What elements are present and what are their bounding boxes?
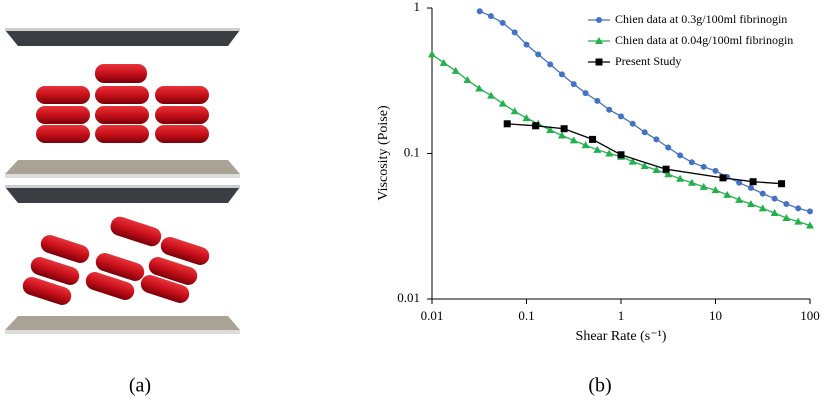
marker <box>688 159 695 166</box>
marker <box>617 151 625 159</box>
marker <box>498 99 507 107</box>
caption: (a) <box>129 375 151 397</box>
marker <box>641 129 648 136</box>
marker <box>719 174 727 182</box>
series-line <box>431 53 811 227</box>
marker <box>532 122 540 130</box>
marker <box>664 170 673 178</box>
y-tick-label: 0.1 <box>404 144 420 159</box>
x-tick-label: 0.01 <box>421 308 444 323</box>
marker <box>428 50 436 58</box>
marker <box>569 136 578 144</box>
marker <box>503 120 511 128</box>
marker <box>782 214 791 222</box>
marker <box>652 166 661 174</box>
marker <box>749 178 757 186</box>
marker <box>510 107 519 115</box>
marker <box>451 66 460 74</box>
marker <box>711 186 720 194</box>
marker <box>700 163 707 170</box>
marker <box>629 120 636 127</box>
marker <box>558 71 565 78</box>
marker <box>699 182 708 190</box>
x-tick-label: 0.1 <box>518 308 534 323</box>
x-tick-label: 10 <box>709 308 722 323</box>
marker <box>557 131 566 139</box>
marker <box>677 152 684 159</box>
marker <box>758 204 767 212</box>
marker <box>439 58 448 66</box>
legend-label: Present Study <box>615 54 681 68</box>
marker <box>746 199 755 207</box>
marker <box>712 167 719 174</box>
marker <box>794 217 803 225</box>
illustration <box>5 28 240 334</box>
marker <box>662 165 670 173</box>
marker <box>594 97 601 104</box>
marker <box>723 190 732 198</box>
y-axis-label: Viscosity (Poise) <box>376 105 391 201</box>
legend-label: Chien data at 0.3g/100ml fibrinogin <box>615 12 787 26</box>
marker <box>560 125 568 133</box>
marker <box>547 61 554 68</box>
marker <box>783 200 790 207</box>
legend-label: Chien data at 0.04g/100ml fibrinogin <box>615 33 793 47</box>
caption: (b) <box>588 375 611 397</box>
marker <box>595 58 603 66</box>
marker <box>628 157 637 165</box>
marker <box>570 81 577 88</box>
marker <box>511 29 518 36</box>
marker <box>582 90 589 97</box>
marker <box>735 195 744 203</box>
marker <box>806 221 814 229</box>
marker <box>596 17 602 23</box>
marker <box>736 179 743 186</box>
marker <box>499 19 506 26</box>
x-tick-label: 100 <box>800 308 820 323</box>
marker <box>747 184 754 191</box>
marker <box>618 113 624 120</box>
marker <box>759 190 766 197</box>
marker <box>487 13 494 20</box>
marker <box>653 136 660 143</box>
y-tick-label: 0.01 <box>397 290 420 305</box>
marker <box>676 174 685 182</box>
marker <box>595 37 603 44</box>
marker <box>807 208 813 215</box>
marker <box>475 84 484 92</box>
marker <box>522 114 531 122</box>
x-tick-label: 1 <box>618 308 625 323</box>
marker <box>523 41 530 48</box>
marker <box>546 126 555 134</box>
marker <box>770 209 779 217</box>
marker <box>778 180 786 188</box>
y-tick-label: 1 <box>414 0 421 14</box>
marker <box>640 162 649 170</box>
marker <box>463 76 472 84</box>
marker <box>606 106 613 113</box>
marker <box>795 205 802 212</box>
marker <box>771 195 778 202</box>
marker <box>589 135 597 143</box>
marker <box>487 91 496 99</box>
marker <box>535 51 542 58</box>
marker <box>581 141 590 149</box>
x-axis-label: Shear Rate (s⁻¹) <box>576 329 667 344</box>
marker <box>605 149 614 157</box>
marker <box>476 8 483 15</box>
marker <box>687 178 696 186</box>
marker <box>665 144 672 151</box>
marker <box>593 145 602 153</box>
